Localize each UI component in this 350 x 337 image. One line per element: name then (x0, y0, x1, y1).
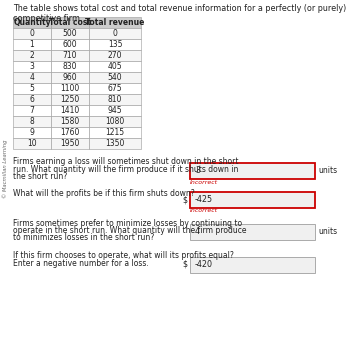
Bar (190, 256, 315, 273)
Text: 0: 0 (29, 29, 34, 38)
Text: 710: 710 (63, 51, 77, 60)
Bar (13, 116, 51, 127)
Bar (190, 224, 315, 240)
Text: 1080: 1080 (105, 117, 125, 126)
Text: 3: 3 (29, 62, 34, 71)
Text: 1950: 1950 (60, 139, 80, 148)
Text: -425: -425 (195, 195, 213, 204)
Text: 500: 500 (63, 29, 77, 38)
Text: run. What quantity will the firm produce if it shuts down in: run. What quantity will the firm produce… (13, 164, 238, 174)
Text: Incorrect: Incorrect (190, 209, 218, 214)
Text: 1580: 1580 (60, 117, 80, 126)
Bar (51, 116, 89, 127)
Text: 1100: 1100 (60, 84, 80, 93)
Text: 830: 830 (63, 62, 77, 71)
Bar (51, 50, 89, 61)
Bar (89, 50, 141, 61)
Bar (13, 83, 51, 94)
Text: What will the profits be if this firm shuts down?: What will the profits be if this firm sh… (13, 189, 195, 198)
Text: 270: 270 (108, 51, 122, 60)
Bar (89, 138, 141, 149)
Text: -420: -420 (195, 260, 213, 269)
Bar (190, 162, 315, 179)
Text: $: $ (182, 195, 187, 204)
Bar (13, 50, 51, 61)
Bar (190, 191, 315, 208)
Text: 1250: 1250 (60, 95, 80, 104)
Bar (89, 72, 141, 83)
Text: 540: 540 (108, 73, 122, 82)
Text: units: units (318, 166, 337, 175)
Bar (89, 61, 141, 72)
Text: to minimizes losses in the short run?: to minimizes losses in the short run? (13, 234, 154, 243)
Bar (89, 39, 141, 50)
Text: 600: 600 (63, 40, 77, 49)
Bar (13, 17, 51, 28)
Text: 7: 7 (29, 106, 34, 115)
Bar (51, 17, 89, 28)
Bar (89, 94, 141, 105)
Text: the short run?: the short run? (13, 172, 67, 181)
Text: © Macmillan Learning: © Macmillan Learning (2, 139, 8, 198)
Text: 4: 4 (195, 227, 200, 237)
Bar (13, 94, 51, 105)
Text: 1350: 1350 (105, 139, 125, 148)
Bar (51, 127, 89, 138)
Bar (51, 105, 89, 116)
Bar (13, 39, 51, 50)
Text: 0: 0 (113, 29, 118, 38)
Text: Total revenue: Total revenue (85, 18, 145, 27)
Bar (51, 39, 89, 50)
Bar (89, 83, 141, 94)
Bar (13, 61, 51, 72)
Text: Incorrect: Incorrect (190, 180, 218, 184)
Text: If this firm chooses to operate, what will its profits equal?: If this firm chooses to operate, what wi… (13, 251, 234, 260)
Text: 10: 10 (27, 139, 37, 148)
Text: units: units (318, 227, 337, 237)
Bar (89, 17, 141, 28)
Bar (13, 138, 51, 149)
Text: 4: 4 (29, 73, 34, 82)
Text: 810: 810 (108, 95, 122, 104)
Text: 405: 405 (108, 62, 122, 71)
Text: 3: 3 (195, 166, 200, 175)
Bar (13, 72, 51, 83)
Text: 2: 2 (30, 51, 34, 60)
Bar (89, 105, 141, 116)
Text: 9: 9 (29, 128, 34, 137)
Text: 6: 6 (29, 95, 34, 104)
Text: 135: 135 (108, 40, 122, 49)
Bar (51, 94, 89, 105)
Bar (13, 28, 51, 39)
Bar (51, 72, 89, 83)
Text: 960: 960 (63, 73, 77, 82)
Text: 8: 8 (30, 117, 34, 126)
Bar (51, 83, 89, 94)
Text: 5: 5 (29, 84, 34, 93)
Text: $: $ (182, 260, 187, 269)
Text: 1410: 1410 (60, 106, 80, 115)
Text: 1215: 1215 (105, 128, 125, 137)
Bar (89, 127, 141, 138)
Text: Quantity: Quantity (13, 18, 51, 27)
Text: 675: 675 (108, 84, 122, 93)
Text: 1: 1 (30, 40, 34, 49)
Text: 945: 945 (108, 106, 122, 115)
Text: Enter a negative number for a loss.: Enter a negative number for a loss. (13, 258, 149, 268)
Text: Total cost: Total cost (49, 18, 91, 27)
Text: Firms sometimes prefer to minimize losses by continuing to: Firms sometimes prefer to minimize losse… (13, 218, 242, 227)
Text: The table shows total cost and total revenue information for a perfectly (or pur: The table shows total cost and total rev… (13, 4, 346, 23)
Bar (89, 28, 141, 39)
Bar (51, 138, 89, 149)
Bar (89, 116, 141, 127)
Text: 1760: 1760 (60, 128, 80, 137)
Bar (51, 61, 89, 72)
Bar (51, 28, 89, 39)
Text: Firms earning a loss will sometimes shut down in the short: Firms earning a loss will sometimes shut… (13, 157, 238, 166)
Text: operate in the short run. What quantity will the firm produce: operate in the short run. What quantity … (13, 226, 246, 235)
Bar (13, 127, 51, 138)
Bar (13, 105, 51, 116)
